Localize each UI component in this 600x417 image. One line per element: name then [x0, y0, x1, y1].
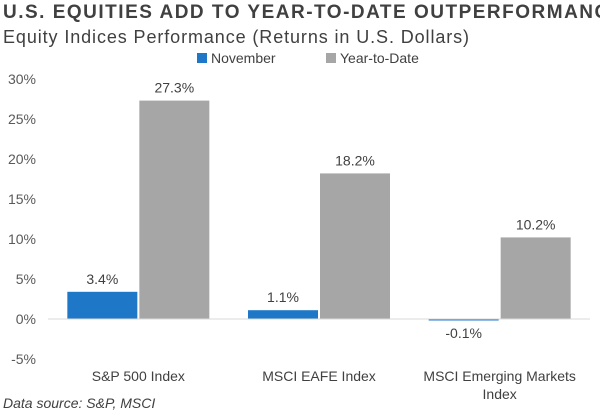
data-source-note: Data source: S&P, MSCI	[3, 395, 156, 411]
bar-november	[428, 319, 499, 321]
category-label: S&P 500 Index	[92, 368, 185, 384]
chart-title: U.S. EQUITIES ADD TO YEAR-TO-DATE OUTPER…	[3, 2, 600, 23]
y-tick-label: 0%	[16, 311, 36, 327]
data-label-ytd: 27.3%	[154, 80, 194, 96]
y-tick-label: 30%	[8, 71, 36, 87]
chart-subtitle: Equity Indices Performance (Returns in U…	[3, 27, 470, 47]
x-axis: S&P 500 Index MSCI EAFE Index MSCI Emergin…	[48, 318, 590, 402]
data-label-november: 1.1%	[267, 289, 299, 305]
y-tick-label: -5%	[11, 351, 36, 367]
bar-ytd	[139, 100, 210, 319]
bar-november	[67, 291, 138, 319]
y-axis: 30% 25% 20% 15% 10% 5% 0% -5%	[8, 71, 36, 367]
data-labels: 3.4% 27.3% 1.1% 18.2% -0.1% 10.2%	[86, 80, 555, 341]
y-tick-label: 5%	[16, 271, 36, 287]
bar-ytd	[320, 173, 390, 319]
legend-swatch-november	[197, 53, 207, 63]
chart-legend: November Year-to-Date	[197, 50, 419, 66]
data-label-ytd: 18.2%	[335, 152, 375, 168]
bar-ytd	[500, 237, 571, 319]
y-tick-label: 15%	[8, 191, 36, 207]
legend-swatch-ytd	[326, 53, 336, 63]
y-tick-label: 10%	[8, 231, 36, 247]
y-tick-label: 20%	[8, 151, 36, 167]
y-tick-label: 25%	[8, 111, 36, 127]
data-label-november: -0.1%	[445, 325, 482, 341]
legend-label-november: November	[211, 50, 276, 66]
data-label-ytd: 10.2%	[516, 216, 556, 232]
data-label-november: 3.4%	[86, 271, 118, 287]
legend-label-ytd: Year-to-Date	[340, 50, 419, 66]
category-label: MSCI Emerging Markets	[423, 368, 575, 384]
category-label: MSCI EAFE Index	[262, 368, 376, 384]
bar-november	[248, 310, 318, 319]
bar-series	[67, 100, 571, 321]
category-label: Index	[483, 386, 517, 402]
